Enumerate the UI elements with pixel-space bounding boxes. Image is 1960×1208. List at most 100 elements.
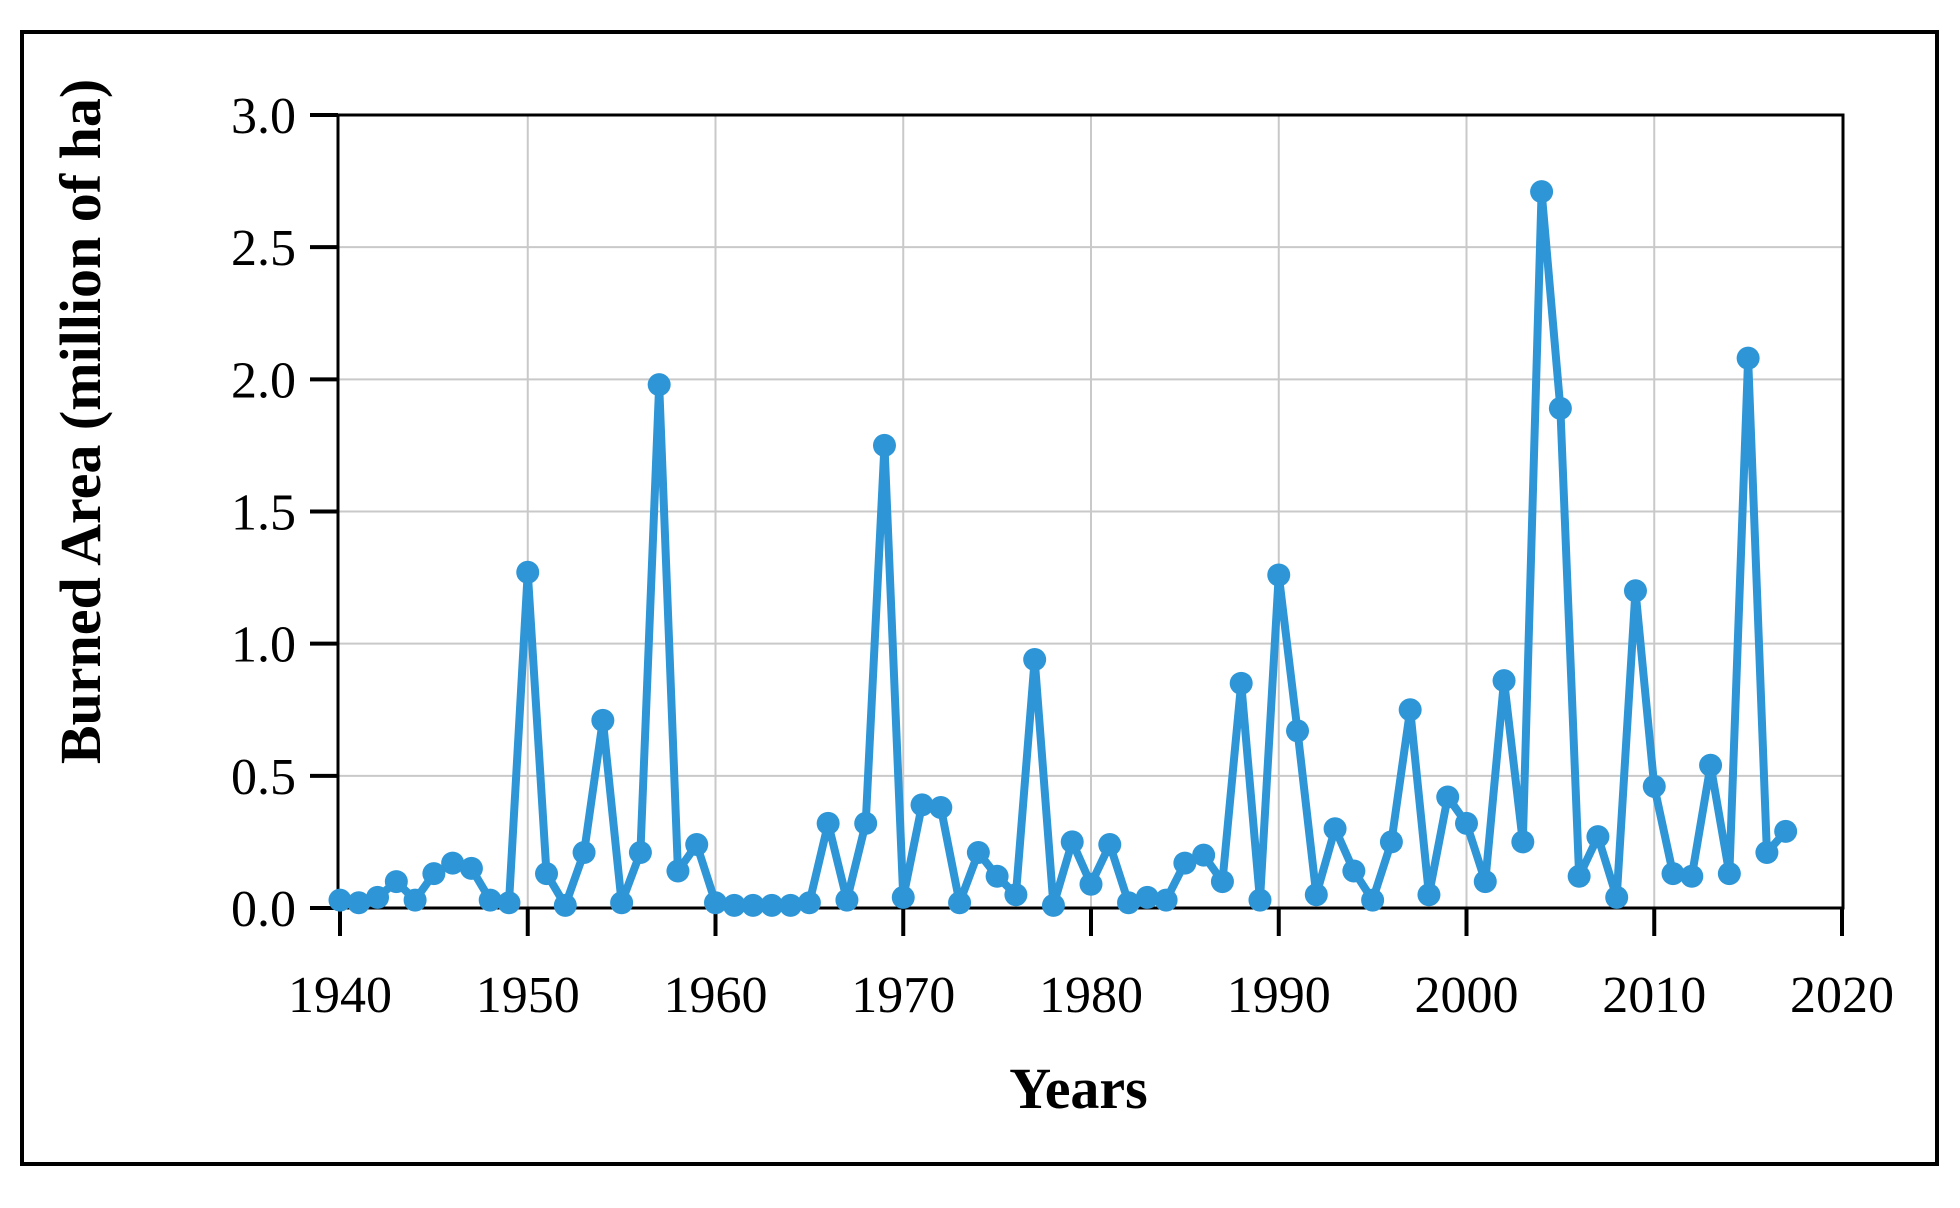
x-tick-label: 2020: [1790, 967, 1894, 1024]
data-point: [722, 893, 746, 917]
data-point: [948, 891, 972, 915]
data-point: [1304, 883, 1328, 907]
data-point: [403, 888, 427, 912]
data-point: [478, 888, 502, 912]
data-point: [610, 891, 634, 915]
data-point: [1135, 885, 1159, 909]
data-point: [910, 793, 934, 817]
data-point: [1117, 891, 1141, 915]
data-point: [854, 811, 878, 835]
data-point: [1623, 579, 1647, 603]
data-point: [459, 856, 483, 880]
data-point: [1023, 648, 1047, 672]
data-point: [1267, 563, 1291, 587]
data-point: [1680, 864, 1704, 888]
data-point: [1379, 830, 1403, 854]
data-point: [553, 893, 577, 917]
data-point: [1586, 825, 1610, 849]
data-point: [1398, 698, 1422, 722]
data-point: [985, 864, 1009, 888]
data-point: [760, 893, 784, 917]
data-point: [666, 859, 690, 883]
data-point: [1774, 819, 1798, 843]
y-tick-label: 0.0: [231, 881, 296, 938]
data-point: [685, 833, 709, 857]
data-point: [497, 891, 521, 915]
data-point: [347, 891, 371, 915]
data-point: [1342, 859, 1366, 883]
data-point: [1736, 346, 1760, 370]
data-point: [1041, 893, 1065, 917]
x-tick-label: 1970: [851, 967, 955, 1024]
data-point: [1229, 671, 1253, 695]
data-point: [1661, 862, 1685, 886]
data-point: [1717, 862, 1741, 886]
data-point: [516, 560, 540, 584]
data-point: [779, 893, 803, 917]
data-point: [872, 433, 896, 457]
y-tick-label: 1.5: [231, 485, 296, 542]
data-point: [1323, 817, 1347, 841]
data-point: [816, 811, 840, 835]
data-point: [628, 840, 652, 864]
data-point: [1699, 753, 1723, 777]
data-point: [835, 888, 859, 912]
data-point: [1173, 851, 1197, 875]
data-point: [1473, 870, 1497, 894]
x-tick-label: 1950: [476, 967, 580, 1024]
data-point: [1210, 870, 1234, 894]
data-point: [966, 840, 990, 864]
data-point: [1417, 883, 1441, 907]
data-point: [1248, 888, 1272, 912]
data-point: [647, 373, 671, 397]
y-tick-label: 2.5: [231, 220, 296, 277]
y-tick-label: 1.0: [231, 617, 296, 674]
data-point: [1492, 669, 1516, 693]
data-point: [1567, 864, 1591, 888]
data-point: [1642, 774, 1666, 798]
y-tick-label: 2.0: [231, 352, 296, 409]
data-line: [336, 187, 1790, 910]
data-point: [572, 840, 596, 864]
x-tick-label: 1980: [1039, 967, 1143, 1024]
data-point: [1004, 883, 1028, 907]
data-point: [591, 708, 615, 732]
data-point: [535, 862, 559, 886]
data-point: [1286, 719, 1310, 743]
data-point: [1079, 872, 1103, 896]
data-point: [929, 796, 953, 820]
data-point: [1192, 843, 1216, 867]
data-point: [1548, 396, 1572, 420]
x-tick-label: 1960: [664, 967, 768, 1024]
data-point: [1154, 888, 1178, 912]
x-tick-label: 1940: [288, 967, 392, 1024]
figure-border: [20, 30, 1939, 1166]
data-point: [1060, 830, 1084, 854]
data-point: [1511, 830, 1535, 854]
data-point: [1436, 785, 1460, 809]
data-point: [797, 891, 821, 915]
data-point: [1605, 885, 1629, 909]
x-tick-label: 2010: [1602, 967, 1706, 1024]
data-point: [441, 851, 465, 875]
x-axis-title: Years: [1009, 1056, 1148, 1121]
y-tick-label: 0.5: [231, 749, 296, 806]
data-point: [891, 885, 915, 909]
data-point: [328, 888, 352, 912]
data-point: [1530, 180, 1554, 204]
data-point: [1455, 811, 1478, 835]
x-tick-label: 2000: [1415, 967, 1519, 1024]
x-tick-label: 1990: [1227, 967, 1331, 1024]
y-tick-label: 3.0: [231, 88, 296, 145]
data-point: [366, 885, 390, 909]
data-point: [1361, 888, 1385, 912]
data-point: [1098, 833, 1122, 857]
data-point: [384, 870, 408, 894]
y-axis-title: Burned Area (million of ha): [48, 79, 113, 764]
data-point: [422, 862, 446, 886]
data-point: [704, 891, 727, 915]
data-point: [1755, 840, 1779, 864]
data-point: [741, 893, 765, 917]
